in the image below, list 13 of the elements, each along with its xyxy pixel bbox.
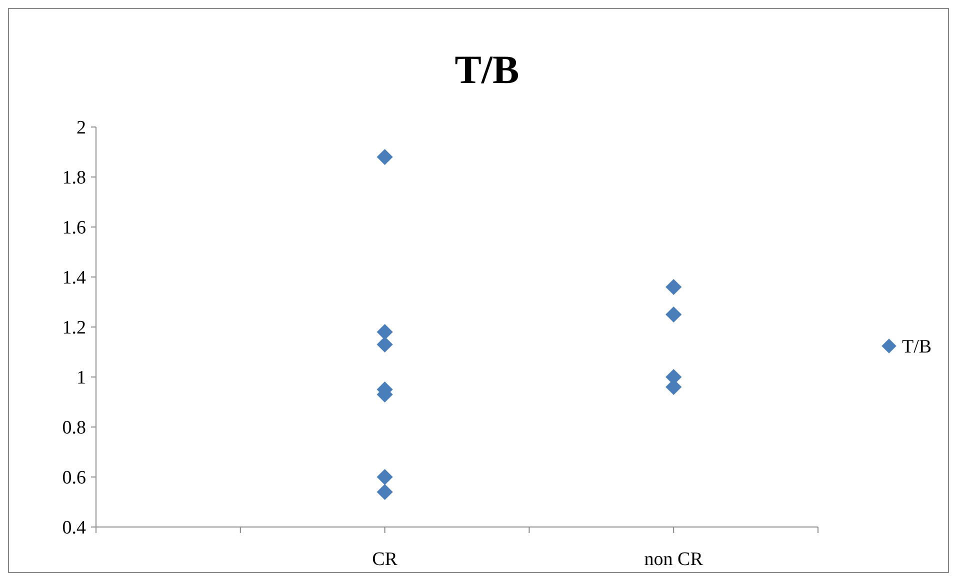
x-tick-label: non CR xyxy=(644,549,704,570)
y-tick-label: 0.6 xyxy=(62,468,86,489)
y-tick-label: 2 xyxy=(76,118,86,139)
y-tick-label: 1.4 xyxy=(62,268,86,289)
y-tick-label: 1.2 xyxy=(62,318,86,339)
y-tick-label: 0.8 xyxy=(62,418,86,439)
y-tick-label: 0.4 xyxy=(62,518,86,539)
y-tick-label: 1.8 xyxy=(62,168,86,189)
x-tick-label: CR xyxy=(372,549,398,570)
y-tick-label: 1 xyxy=(76,368,86,389)
chart-title: T/B xyxy=(454,47,520,92)
legend-label: T/B xyxy=(902,336,932,358)
y-tick-label: 1.6 xyxy=(62,218,86,239)
